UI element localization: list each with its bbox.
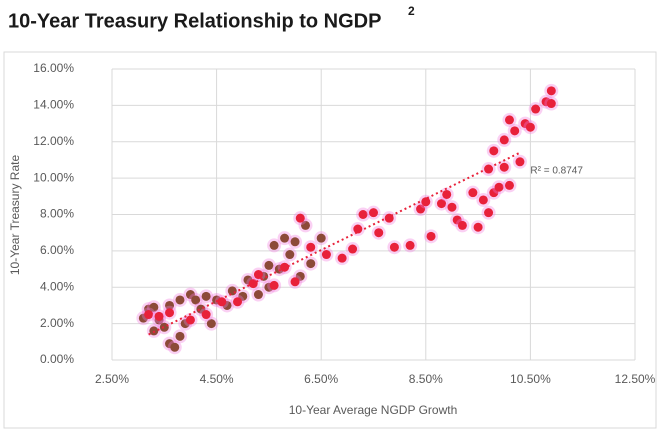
point <box>314 231 329 246</box>
y-tick-label: 0.00% <box>40 352 74 366</box>
point <box>507 123 522 138</box>
point <box>303 240 318 255</box>
point <box>261 258 276 273</box>
point <box>544 83 559 98</box>
point <box>199 289 214 304</box>
chart-title: 10-Year Treasury Relationship to NGDP <box>8 10 381 32</box>
annotation: R² = 0.8747 <box>530 165 583 176</box>
y-tick-label: 12.00% <box>33 134 74 148</box>
point <box>476 192 491 207</box>
point <box>288 234 303 249</box>
point <box>350 222 365 237</box>
point <box>418 194 433 209</box>
point <box>465 185 480 200</box>
x-tick-label: 2.50% <box>95 372 129 386</box>
y-tick-label: 2.00% <box>40 316 74 330</box>
y-axis-label: 10-Year Treasury Rate <box>8 155 22 276</box>
x-axis-label: 10-Year Average NGDP Growth <box>289 403 458 417</box>
point <box>455 218 470 233</box>
trendline <box>148 151 521 336</box>
y-tick-label: 4.00% <box>40 279 74 293</box>
point <box>288 274 303 289</box>
point <box>167 340 182 355</box>
point <box>434 196 449 211</box>
x-tick-label: 10.50% <box>510 372 551 386</box>
point <box>387 240 402 255</box>
point <box>199 307 214 322</box>
x-tick-label: 4.50% <box>200 372 234 386</box>
point <box>481 205 496 220</box>
point <box>204 316 219 331</box>
point <box>267 278 282 293</box>
point <box>497 160 512 175</box>
point <box>502 112 517 127</box>
title-note: 2 <box>408 4 415 18</box>
point <box>444 200 459 215</box>
point <box>413 202 428 217</box>
point <box>172 329 187 344</box>
point <box>523 120 538 135</box>
point <box>251 287 266 302</box>
point <box>486 143 501 158</box>
point <box>335 251 350 266</box>
point <box>152 309 167 324</box>
point <box>251 267 266 282</box>
point <box>371 225 386 240</box>
point <box>157 320 172 335</box>
y-tick-label: 14.00% <box>33 98 74 112</box>
point <box>277 231 292 246</box>
point <box>146 300 161 315</box>
point <box>356 207 371 222</box>
point <box>439 187 454 202</box>
point <box>188 292 203 307</box>
y-tick-label: 6.00% <box>40 243 74 257</box>
point <box>345 242 360 257</box>
y-tick-label: 16.00% <box>33 61 74 75</box>
point <box>267 238 282 253</box>
point <box>162 305 177 320</box>
point <box>230 294 245 309</box>
point <box>492 180 507 195</box>
point <box>172 292 187 307</box>
point <box>366 205 381 220</box>
chart-frame <box>3 51 657 429</box>
x-tick-label: 8.50% <box>409 372 443 386</box>
y-tick-label: 10.00% <box>33 170 74 184</box>
point <box>544 96 559 111</box>
point <box>293 211 308 226</box>
x-tick-label: 6.50% <box>304 372 338 386</box>
point <box>403 238 418 253</box>
point <box>141 307 156 322</box>
point <box>471 220 486 235</box>
y-tick-label: 8.00% <box>40 207 74 221</box>
point <box>319 247 334 262</box>
x-tick-label: 12.50% <box>615 372 656 386</box>
point <box>183 312 198 327</box>
point <box>512 154 527 169</box>
point <box>303 256 318 271</box>
point <box>282 247 297 262</box>
point <box>424 229 439 244</box>
point <box>298 218 313 233</box>
point <box>528 102 543 117</box>
point <box>502 178 517 193</box>
point <box>497 132 512 147</box>
